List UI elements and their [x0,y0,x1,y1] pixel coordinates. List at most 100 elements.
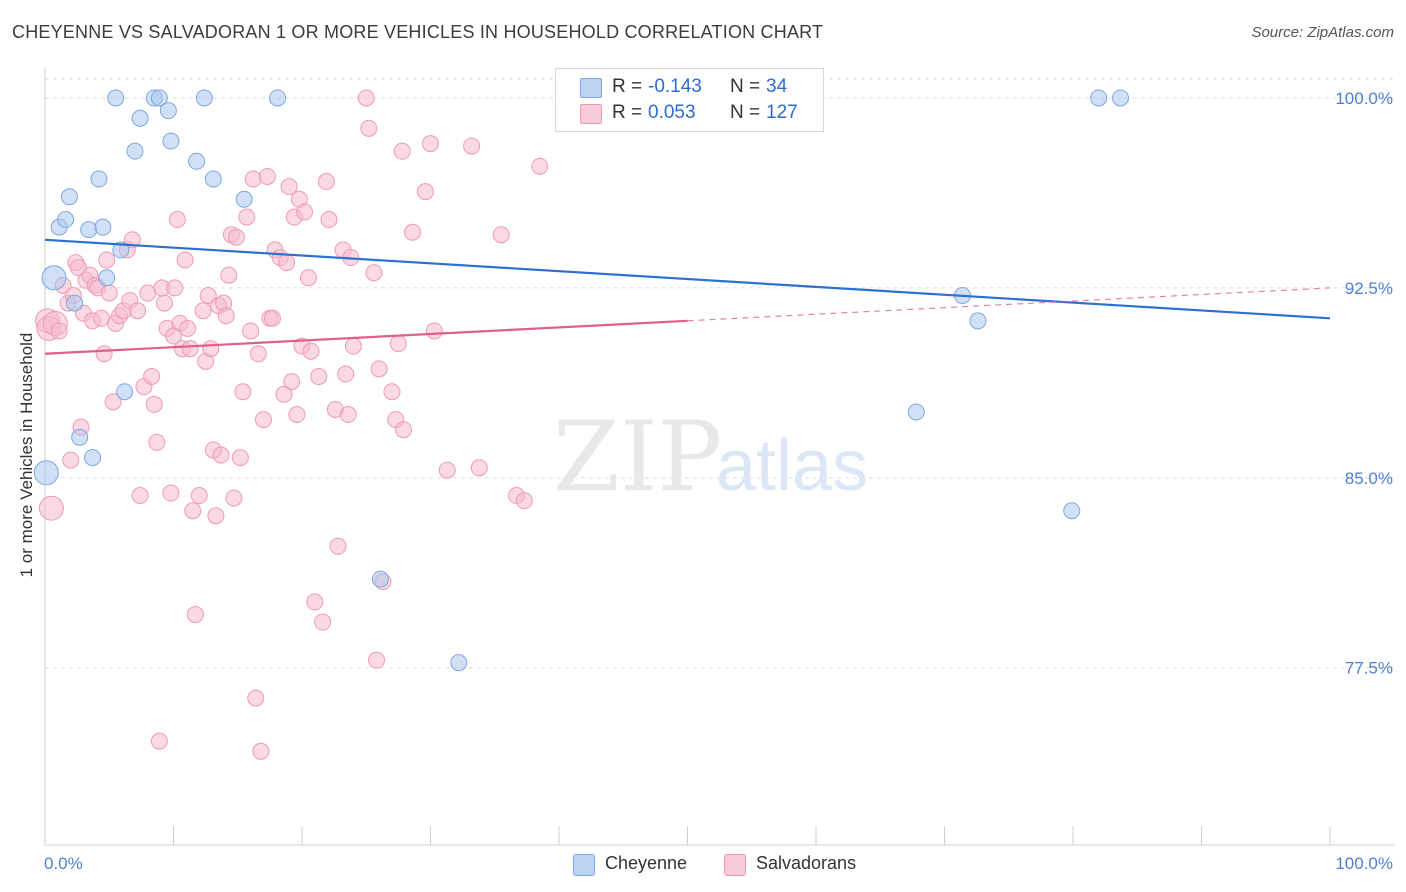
salvadoran-point [184,502,202,520]
salvadoran-point [278,254,296,272]
cheyenne-point [84,449,102,467]
n-label: N = [730,102,761,123]
watermark-zip: ZIP [553,401,722,513]
salvadoran-point [234,383,252,401]
cheyenne-point [162,132,180,150]
cheyenne-point [126,142,144,160]
source-credit: Source: ZipAtlas.com [1251,24,1394,41]
salvadoran-point [244,170,262,188]
salvadoran-point [263,309,281,327]
salvadoran-point [320,211,338,229]
salvadoran-point [162,484,180,502]
y-tick-label: 92.5% [1345,279,1393,298]
gridlines [45,78,1395,669]
cheyenne-swatch [573,854,595,876]
cheyenne-point [371,570,389,588]
salvadoran-point [190,487,208,505]
cheyenne-point [204,170,222,188]
salvadoran-point [337,365,355,383]
cheyenne-point [269,89,287,107]
trend-line-0 [44,238,1331,320]
legend-label: Salvadorans [756,853,857,873]
salvadoran-point [247,689,265,707]
salvadoran-point [422,135,439,153]
salvadoran-point [425,322,443,340]
cheyenne-point [107,89,125,107]
salvadoran-point [404,223,422,241]
cheyenne-point [116,383,134,401]
salvadoran-point [438,461,456,479]
salvadoran-point [463,137,481,155]
cheyenne-point [90,170,108,188]
cheyenne-point [94,218,112,236]
cheyenne-point [907,403,925,421]
cheyenne-point [57,211,75,229]
salvadoran-point [50,322,68,340]
salvadoran-point [139,284,157,302]
salvadoran-point [275,385,293,403]
salvadoran-point [470,459,488,477]
x-tick-label: 0.0% [44,854,83,873]
salvadoran-point [395,421,413,439]
cheyenne-point [112,241,130,259]
salvadoran-point [38,495,64,521]
legend-label: Cheyenne [605,853,688,873]
trend-line-1 [44,319,688,355]
chart-title: CHEYENNE VS SALVADORAN 1 OR MORE VEHICLE… [12,22,824,42]
cheyenne-point [41,265,67,291]
salvadoran-point [148,433,166,451]
cheyenne-point [188,152,206,170]
watermark: ZIP atlas [553,401,868,513]
salvadoran-point [254,411,272,429]
salvadoran-point [220,266,238,284]
cheyenne-point [195,89,213,107]
salvadoran-point [176,251,194,269]
salvadoran-point [186,606,204,624]
y-axis-label: 1 or more Vehicles in Household [17,332,36,578]
cheyenne-point [1112,89,1130,107]
salvadoran-point [383,383,401,401]
salvadoran-point [492,226,510,244]
salvadoran-point [199,287,217,304]
salvadoran-point [344,337,362,355]
salvadoran-point [179,319,197,337]
cheyenne-point [1063,502,1081,520]
cheyenne-point [150,89,168,107]
cheyenne-point [80,221,98,239]
salvadoran-point [62,451,80,469]
salvadoran-point [194,302,212,320]
r-value: -0.143 [648,76,702,97]
salvadoran-point [360,119,378,137]
salvadoran-point [156,294,174,312]
n-value: 127 [766,102,798,123]
salvadoran-point [227,228,245,246]
cheyenne-point [33,460,59,486]
salvadoran-point [225,489,243,507]
cheyenne-point [71,428,89,446]
tick-labels: 77.5% 85.0% 92.5% 100.0% 0.0% 100.0% [44,89,1393,873]
salvadoran-point [181,340,199,358]
salvadoran-point [238,208,256,226]
salvadoran-point [280,178,298,196]
salvadoran-point [217,307,235,325]
n-label: N = [730,76,761,97]
salvadoran-point [131,487,149,505]
salvadoran-point [145,395,163,413]
salvadoran-point [249,345,267,363]
salvadoran-point [100,284,118,302]
salvadoran-point [129,302,147,320]
salvadoran-point [104,393,122,411]
r-label: R = [612,102,643,123]
salvadoran-point [368,651,386,669]
salvadoran-swatch [724,854,746,876]
correlation-legend: R = -0.143 N = 34 R = 0.053 N = 127 [555,68,824,132]
trend-line-dashed-1 [687,287,1331,322]
salvadoran-point [317,173,335,191]
y-tick-label: 100.0% [1335,89,1393,108]
salvadoran-point [143,368,161,386]
r-value: 0.053 [648,102,696,123]
y-tick-label: 77.5% [1345,659,1393,678]
cheyenne-point [450,654,468,672]
salvadoran-point [302,342,320,360]
salvadoran-point [231,449,249,467]
